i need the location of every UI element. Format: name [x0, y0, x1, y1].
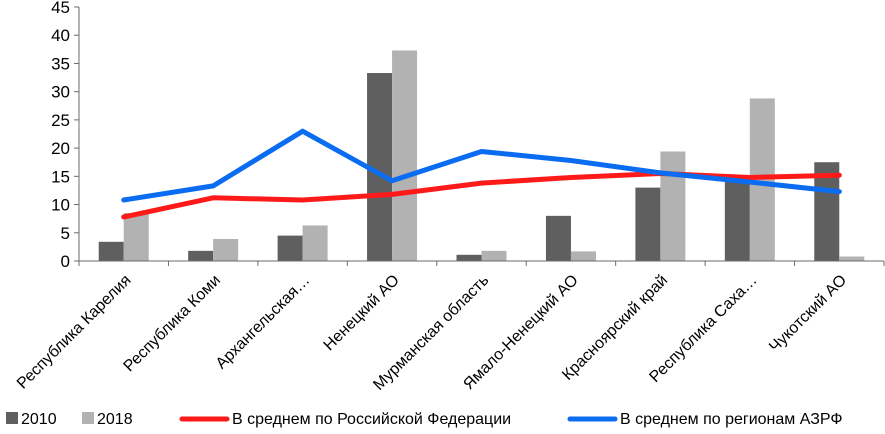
x-tick-label: Чукотский АО: [766, 272, 850, 356]
bar-2010-0: [98, 241, 124, 261]
bar-2018-5: [570, 251, 596, 261]
line-series-0: [121, 171, 842, 220]
bar-2010-6: [635, 187, 661, 261]
bar-2018-6: [660, 151, 686, 261]
bar-2010-1: [188, 250, 214, 261]
y-tick-label: 20: [51, 139, 70, 158]
y-tick-label: 40: [51, 26, 70, 45]
x-tick-label: Республика Коми: [121, 272, 224, 375]
axes: [78, 7, 885, 266]
lines: [121, 128, 842, 220]
bar-2010-5: [545, 215, 571, 261]
legend-label-2010: 2010: [21, 411, 57, 428]
y-tick-label: 5: [61, 224, 70, 243]
y-tick-label: 25: [51, 111, 70, 130]
bar-2018-4: [481, 250, 507, 261]
line-series-1: [121, 128, 842, 203]
y-tick-label: 15: [51, 167, 70, 186]
legend-swatch-2010: [6, 412, 18, 424]
bar-2010-2: [277, 235, 303, 261]
x-tick-label: Республика Карелия: [14, 272, 135, 393]
bar-2010-4: [456, 254, 482, 261]
y-tick-label: 10: [51, 196, 70, 215]
y-tick-label: 45: [51, 0, 70, 17]
y-tick-label: 30: [51, 83, 70, 102]
y-tick-label: 35: [51, 54, 70, 73]
x-tick-label: Ненецкий АО: [321, 272, 403, 354]
legend-label-2018: 2018: [97, 411, 133, 428]
bar-2018-3: [392, 50, 418, 262]
legend: 2010 2018 В среднем по Российской Федераци…: [6, 411, 843, 428]
legend-label-line-1: В среднем по регионам АЗРФ: [620, 411, 843, 428]
bar-2010-8: [814, 162, 840, 261]
bar-2018-2: [302, 225, 328, 261]
bar-2018-8: [839, 256, 865, 261]
y-axis-ticks: 0 5 10 15 20 25 30 35 40 45: [51, 0, 79, 271]
legend-swatch-2018: [82, 412, 94, 424]
bar-2010-7: [724, 176, 750, 261]
bars: [98, 50, 865, 262]
bar-2018-0: [123, 213, 149, 261]
y-tick-label: 0: [61, 252, 70, 271]
bar-2018-1: [213, 238, 239, 261]
x-tick-label: Архангельская…: [213, 272, 314, 373]
legend-label-line-0: В среднем по Российской Федерации: [232, 411, 511, 428]
